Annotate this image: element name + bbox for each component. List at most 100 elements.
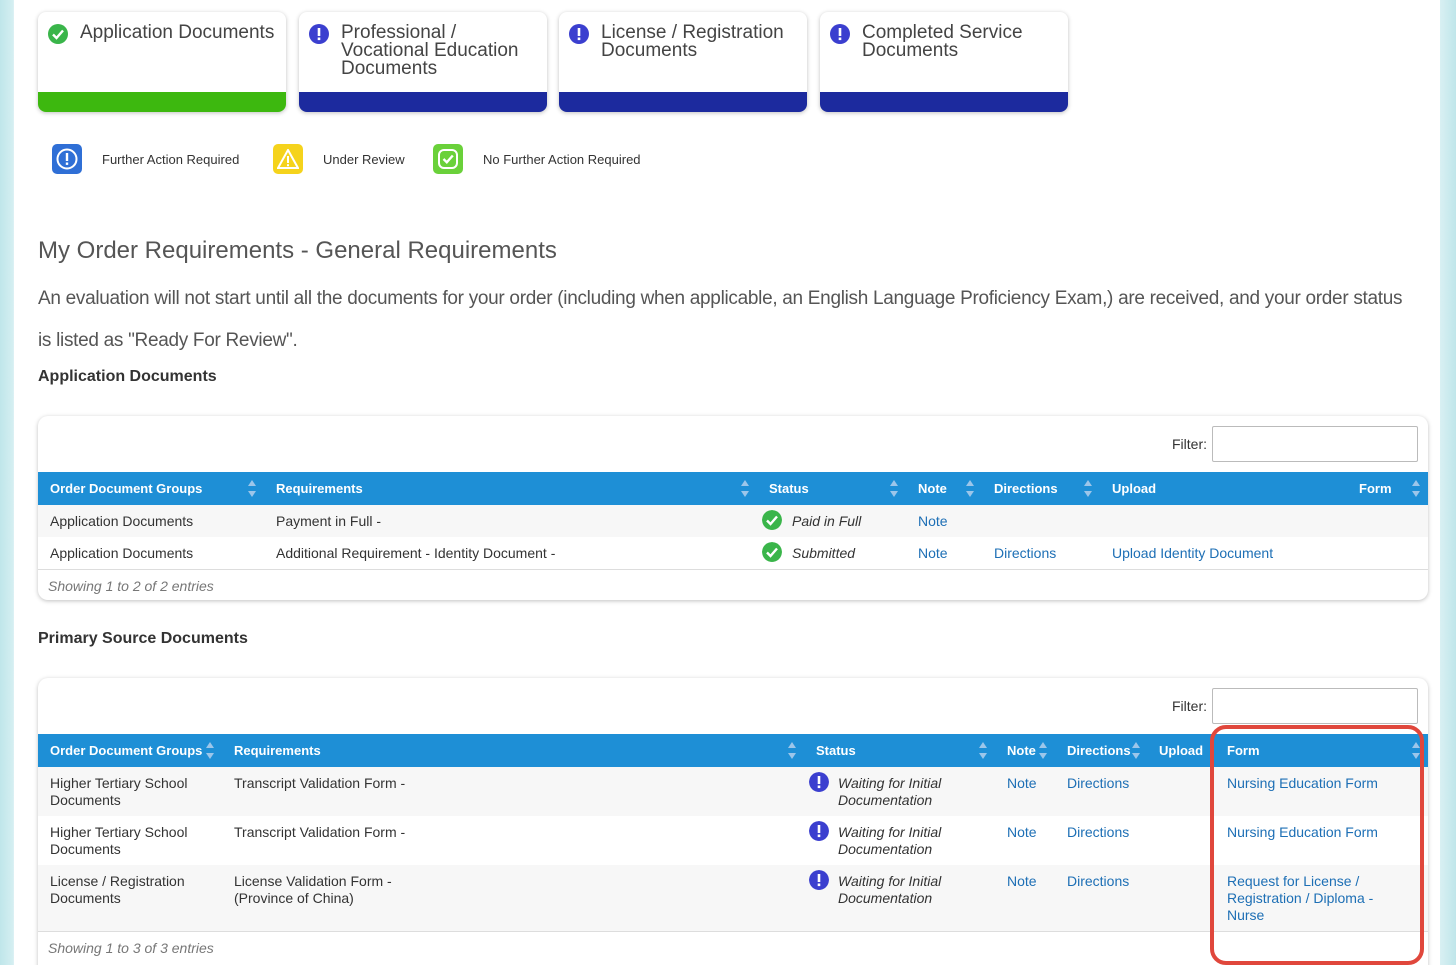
group-line: Higher Tertiary School — [50, 824, 188, 840]
column-header-directions[interactable]: Directions — [994, 481, 1058, 496]
page: Application Documents Professional / Voc… — [14, 0, 1440, 965]
request-for-license-form-link[interactable]: Request for License / Registration / Dipl… — [1227, 873, 1373, 924]
exclamation-circle-icon — [569, 24, 589, 44]
sort-icon[interactable] — [1084, 480, 1092, 497]
card-status-bar — [559, 92, 807, 112]
primary-source-documents-table: Filter: Order Document Groups Requiremen… — [38, 678, 1428, 965]
divider — [38, 931, 1428, 932]
directions-link[interactable]: Directions — [1067, 775, 1130, 791]
page-title: My Order Requirements - General Requirem… — [38, 237, 557, 264]
column-header-form[interactable]: Form — [1359, 481, 1392, 496]
column-header-requirements[interactable]: Requirements — [276, 481, 363, 496]
table-row: Higher Tertiary School Documents Transcri… — [38, 816, 1428, 865]
sort-icon[interactable] — [741, 480, 749, 497]
table-row: License / Registration Documents License … — [38, 865, 1428, 931]
check-circle-icon — [48, 24, 68, 44]
status-line: Documentation — [838, 792, 933, 808]
group-cell: License / Registration Documents — [50, 873, 185, 907]
divider — [38, 569, 1428, 570]
column-header-group[interactable]: Order Document Groups — [50, 743, 203, 758]
form-line: Request for License / — [1227, 873, 1360, 889]
filter-row: Filter: — [1172, 688, 1418, 724]
exclamation-circle-icon — [309, 24, 329, 44]
directions-link[interactable]: Directions — [1067, 824, 1130, 840]
filter-input[interactable] — [1212, 426, 1418, 462]
legend-label: No Further Action Required — [483, 151, 641, 167]
requirement-line: License Validation Form - — [234, 873, 392, 889]
column-header-requirements[interactable]: Requirements — [234, 743, 321, 758]
legend-label: Under Review — [323, 151, 405, 167]
card-application-documents[interactable]: Application Documents — [38, 12, 286, 112]
column-header-form[interactable]: Form — [1227, 743, 1260, 758]
status-cell: Waiting for Initial Documentation — [838, 824, 941, 858]
exclamation-circle-icon — [809, 772, 829, 792]
note-link[interactable]: Note — [1007, 824, 1037, 840]
column-header-status[interactable]: Status — [769, 481, 809, 496]
check-circle-icon — [762, 542, 782, 562]
note-link[interactable]: Note — [1007, 873, 1037, 889]
status-line: Documentation — [838, 890, 933, 906]
requirement-cell: Additional Requirement - Identity Docume… — [276, 545, 556, 561]
table-header: Order Document Groups Requirements Statu… — [38, 472, 1428, 505]
card-professional-education-documents[interactable]: Professional / Vocational Education Docu… — [299, 12, 547, 112]
warning-icon — [273, 144, 303, 174]
status-cell: Submitted — [792, 545, 856, 561]
sort-icon[interactable] — [1412, 480, 1420, 497]
exclamation-icon — [52, 144, 82, 174]
sort-icon[interactable] — [979, 742, 987, 759]
sort-icon[interactable] — [248, 480, 256, 497]
table-header: Order Document Groups Requirements Statu… — [38, 734, 1428, 767]
filter-input[interactable] — [1212, 688, 1418, 724]
nursing-education-form-link[interactable]: Nursing Education Form — [1227, 775, 1378, 791]
sort-icon[interactable] — [966, 480, 974, 497]
group-line: Higher Tertiary School — [50, 775, 188, 791]
filter-label: Filter: — [1172, 436, 1207, 452]
form-column-highlight — [1210, 725, 1424, 965]
requirement-cell: License Validation Form - (Province of Ch… — [234, 873, 392, 907]
status-line: Waiting for Initial — [838, 775, 942, 791]
column-header-upload[interactable]: Upload — [1112, 481, 1157, 496]
form-line: Registration / Diploma - — [1227, 890, 1374, 906]
check-circle-icon — [762, 510, 782, 530]
note-link[interactable]: Note — [918, 513, 948, 529]
sort-icon[interactable] — [206, 742, 214, 759]
column-header-directions[interactable]: Directions — [1067, 743, 1131, 758]
group-cell: Higher Tertiary School Documents — [50, 824, 187, 858]
card-completed-service-documents[interactable]: Completed Service Documents — [820, 12, 1068, 112]
column-header-upload[interactable]: Upload — [1159, 743, 1204, 758]
nursing-education-form-link[interactable]: Nursing Education Form — [1227, 824, 1378, 840]
sort-icon[interactable] — [1039, 742, 1047, 759]
card-status-bar — [38, 92, 286, 112]
directions-link[interactable]: Directions — [994, 545, 1057, 561]
intro-text: An evaluation will not start until all t… — [38, 288, 1403, 351]
group-line: Documents — [50, 890, 121, 906]
sort-icon[interactable] — [1132, 742, 1140, 759]
filter-label: Filter: — [1172, 698, 1207, 714]
status-line: Waiting for Initial — [838, 873, 942, 889]
column-header-group[interactable]: Order Document Groups — [50, 481, 203, 496]
sort-icon[interactable] — [1412, 742, 1420, 759]
card-title: Application Documents — [80, 22, 275, 43]
table-row: Higher Tertiary School Documents Transcri… — [38, 767, 1428, 816]
exclamation-circle-icon — [809, 870, 829, 890]
sort-icon[interactable] — [890, 480, 898, 497]
note-link[interactable]: Note — [918, 545, 948, 561]
group-cell: Application Documents — [50, 513, 194, 529]
legend-further-action: Further Action Required — [52, 142, 239, 176]
note-link[interactable]: Note — [1007, 775, 1037, 791]
table-info: Showing 1 to 2 of 2 entries — [48, 578, 214, 594]
exclamation-circle-icon — [809, 821, 829, 841]
column-header-status[interactable]: Status — [816, 743, 856, 758]
card-license-registration-documents[interactable]: License / Registration Documents — [559, 12, 807, 112]
check-icon — [433, 144, 463, 174]
table-row: Application Documents Additional Require… — [38, 537, 1428, 569]
group-line: Documents — [50, 841, 121, 857]
table-info: Showing 1 to 3 of 3 entries — [48, 940, 214, 956]
legend-under-review: Under Review — [273, 142, 405, 176]
upload-identity-document-link[interactable]: Upload Identity Document — [1112, 545, 1274, 561]
column-header-note[interactable]: Note — [1007, 743, 1036, 758]
requirement-line: (Province of China) — [234, 890, 354, 906]
directions-link[interactable]: Directions — [1067, 873, 1130, 889]
column-header-note[interactable]: Note — [918, 481, 947, 496]
sort-icon[interactable] — [788, 742, 796, 759]
